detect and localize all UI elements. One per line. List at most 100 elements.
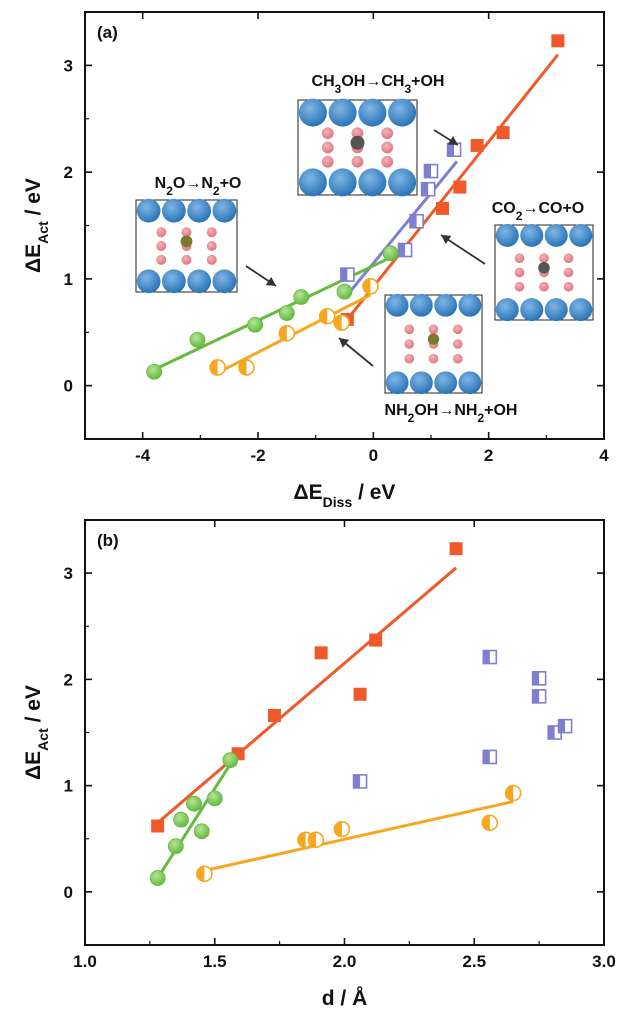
oxygen-atom xyxy=(404,339,415,349)
x-tick-label: 2 xyxy=(484,446,493,465)
fit-line xyxy=(156,566,458,824)
metal-atom xyxy=(495,298,519,322)
metal-atom xyxy=(544,298,568,322)
panel-a: -4 -2 0 2 4 0 1 2 3 (a) ΔEDiss / eV ΔEAct / eV CH3OH… xyxy=(22,11,609,510)
oxygen-atom xyxy=(452,353,463,364)
oxygen-atom xyxy=(404,353,415,364)
data-point-fill xyxy=(483,750,490,764)
structure-inset xyxy=(384,293,483,395)
x-tick-label: 1.0 xyxy=(73,952,97,971)
x-axis-label: d / Å xyxy=(322,986,368,1010)
data-point-fill xyxy=(196,866,205,882)
oxygen-atom xyxy=(351,155,364,168)
oxygen-atom xyxy=(156,241,167,251)
reaction-annotation: N2O→N2+O xyxy=(155,175,242,198)
data-point xyxy=(496,126,510,140)
x-tick-label: 1.5 xyxy=(203,952,227,971)
data-point xyxy=(551,34,565,48)
metal-atom xyxy=(409,371,433,395)
data-point-fill xyxy=(482,815,490,831)
metal-atom xyxy=(495,223,519,247)
data-point-fill xyxy=(410,214,417,228)
arrow-head xyxy=(441,235,452,245)
data-point-fill xyxy=(362,278,371,294)
metal-atom xyxy=(136,269,161,294)
data-point xyxy=(293,289,310,305)
reaction-annotation: CO2→CO+O xyxy=(492,200,584,223)
data-point-fill xyxy=(340,268,348,282)
data-point-fill xyxy=(210,359,218,375)
data-point-fill xyxy=(505,785,514,801)
data-point-fill xyxy=(353,774,361,788)
metal-atom xyxy=(328,168,357,197)
data-point-fill xyxy=(334,315,342,331)
data-point xyxy=(222,752,239,769)
y-tick-label: 3 xyxy=(64,56,73,75)
metal-atom xyxy=(409,293,433,317)
data-point xyxy=(149,870,166,886)
data-point xyxy=(314,646,328,660)
oxygen-atom xyxy=(321,155,334,168)
adsorbate-atom xyxy=(538,261,550,274)
structure-inset xyxy=(297,98,418,197)
data-point xyxy=(449,542,463,556)
metal-atom xyxy=(434,293,458,317)
x-tick-label: 3.0 xyxy=(592,952,616,971)
data-point xyxy=(167,838,184,855)
metal-atom xyxy=(388,168,417,197)
data-point-fill xyxy=(298,832,306,848)
x-axis-label: ΔEDiss / eV xyxy=(294,481,396,510)
data-point xyxy=(173,811,189,828)
oxygen-atom xyxy=(206,227,217,238)
y-axis-label: ΔEAct / eV xyxy=(22,178,51,273)
data-point xyxy=(336,283,353,300)
metal-atom xyxy=(388,98,417,127)
oxygen-atom xyxy=(351,127,364,140)
arrow-head xyxy=(339,338,350,348)
metal-atom xyxy=(520,298,544,322)
metal-atom xyxy=(161,269,186,294)
x-tick-label: 4 xyxy=(599,446,609,465)
y-axis-label: ΔEAct / eV xyxy=(22,685,51,780)
data-point xyxy=(193,823,210,840)
y-tick-label: 3 xyxy=(64,564,73,583)
structure-inset xyxy=(135,198,238,294)
oxygen-atom xyxy=(563,267,574,278)
reaction-annotation: CH3OH→CH3+OH xyxy=(312,73,445,96)
oxygen-atom xyxy=(563,253,574,264)
metal-atom xyxy=(569,223,593,247)
metal-atom xyxy=(136,198,161,223)
oxygen-atom xyxy=(206,241,217,251)
oxygen-atom xyxy=(156,227,167,238)
oxygen-atom xyxy=(381,155,394,168)
data-point-fill xyxy=(279,325,287,341)
panel-b: 1.0 1.5 2.0 2.5 3.0 0 1 2 3 (b) d / Å ΔEAct / eV xyxy=(22,519,616,1010)
metal-atom xyxy=(385,293,409,317)
oxygen-atom xyxy=(514,253,525,264)
data-point-fill xyxy=(483,650,490,664)
oxygen-atom xyxy=(156,254,167,265)
data-point xyxy=(189,331,206,348)
oxygen-atom xyxy=(563,281,574,292)
data-point-fill xyxy=(308,832,316,848)
oxygen-atom xyxy=(539,281,549,292)
data-point-fill xyxy=(424,164,431,178)
metal-atom xyxy=(212,269,237,294)
oxygen-atom xyxy=(428,324,439,335)
metal-atom xyxy=(161,198,186,223)
metal-atom xyxy=(458,371,482,395)
data-point-fill xyxy=(532,689,540,703)
data-point-fill xyxy=(447,143,455,157)
data-point xyxy=(470,138,484,152)
fit-line xyxy=(204,800,514,873)
oxygen-atom xyxy=(514,267,525,278)
data-point-fill xyxy=(558,719,566,733)
metal-atom xyxy=(298,168,327,197)
data-point xyxy=(186,795,202,812)
data-point xyxy=(382,245,399,262)
oxygen-atom xyxy=(381,127,394,140)
fit-line xyxy=(346,53,560,321)
metal-atom xyxy=(434,371,458,395)
data-point-fill xyxy=(548,726,555,739)
x-tick-label: 0 xyxy=(369,446,378,465)
